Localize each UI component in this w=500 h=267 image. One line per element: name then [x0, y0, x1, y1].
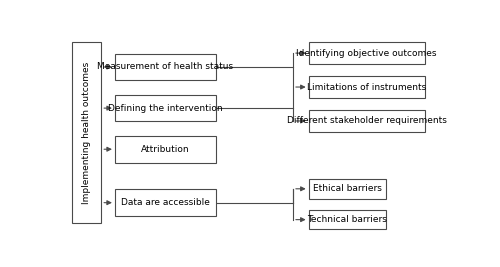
Text: Different stakeholder requirements: Different stakeholder requirements: [287, 116, 446, 125]
FancyBboxPatch shape: [115, 54, 216, 80]
Text: Data are accessible: Data are accessible: [121, 198, 210, 207]
FancyBboxPatch shape: [115, 189, 216, 216]
Text: Identifying objective outcomes: Identifying objective outcomes: [296, 49, 437, 58]
Text: Measurement of health status: Measurement of health status: [97, 62, 233, 72]
Text: Limitations of instruments: Limitations of instruments: [307, 83, 426, 92]
Text: Defining the intervention: Defining the intervention: [108, 104, 222, 113]
FancyBboxPatch shape: [115, 136, 216, 163]
FancyBboxPatch shape: [308, 110, 425, 132]
Text: Implementing health outcomes: Implementing health outcomes: [82, 62, 91, 204]
Text: Attribution: Attribution: [141, 145, 190, 154]
FancyBboxPatch shape: [308, 42, 425, 64]
FancyBboxPatch shape: [72, 42, 101, 223]
FancyBboxPatch shape: [115, 95, 216, 121]
FancyBboxPatch shape: [308, 179, 386, 199]
Text: Technical barriers: Technical barriers: [308, 215, 387, 224]
Text: Ethical barriers: Ethical barriers: [313, 184, 382, 193]
FancyBboxPatch shape: [308, 210, 386, 229]
FancyBboxPatch shape: [308, 76, 425, 98]
